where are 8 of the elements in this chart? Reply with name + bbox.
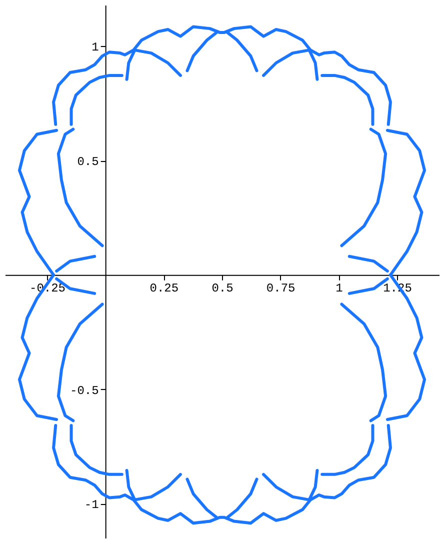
y-tick-label: 0.5 <box>77 155 99 170</box>
x-tick-label: 0.25 <box>150 281 179 296</box>
y-tick-label: 1 <box>92 40 99 55</box>
x-tick-label: 1 <box>336 281 343 296</box>
y-tick-label: -1 <box>84 498 99 512</box>
x-tick-label: 0.5 <box>212 281 234 296</box>
x-tick-label: 0.75 <box>266 281 296 296</box>
y-tick-label: -0.5 <box>70 384 99 398</box>
